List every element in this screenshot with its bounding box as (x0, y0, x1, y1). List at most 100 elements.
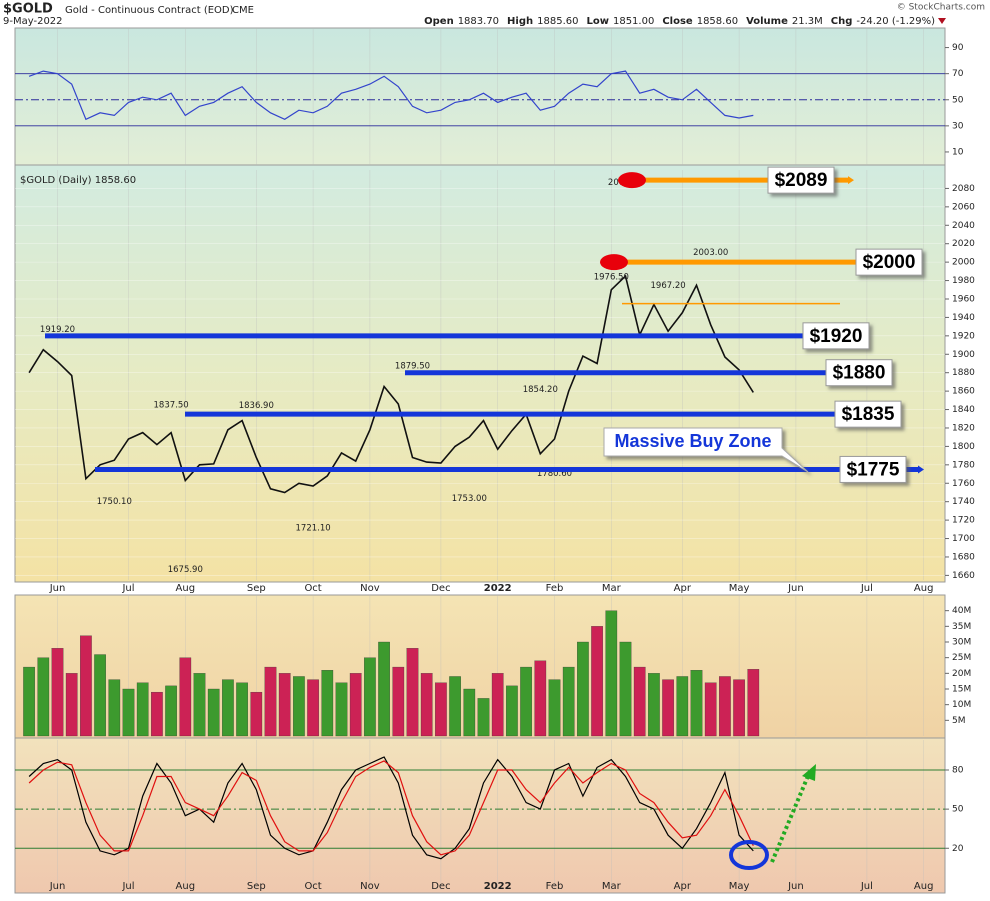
volume-bar (577, 641, 589, 737)
volume-bar (534, 660, 547, 737)
volume-bar (520, 666, 532, 737)
volume-bar (335, 682, 348, 737)
volume-bar (165, 685, 177, 737)
volume-bar (108, 679, 121, 737)
volume-bar (619, 641, 632, 737)
volume-bar (562, 666, 575, 737)
x-tick-label: Jun (49, 583, 66, 594)
x-tick-label: Jul (121, 583, 134, 594)
quote-value: 1858.60 (697, 16, 738, 27)
level-marker (600, 254, 628, 271)
x-tick-label: Feb (546, 583, 564, 594)
plot-layer: Jun Jul Aug Sep Oct Nov Dec 2022 Feb Mar Apr May Jun… (15, 28, 975, 892)
volume-bar (463, 688, 476, 737)
description: Gold - Continuous Contract (EOD) (65, 5, 234, 16)
volume-bar (491, 673, 504, 737)
level-label: $1775 (847, 459, 900, 480)
pivot-label: 1753.00 (452, 494, 487, 504)
level-label: $1880 (833, 363, 886, 384)
x-tick-label: 2022 (484, 881, 512, 892)
pivot-label: 1879.50 (395, 362, 430, 372)
volume-bar (420, 673, 433, 737)
y-tick-label: 30 (952, 121, 964, 131)
volume-bar (321, 670, 334, 737)
volume-bar (662, 679, 674, 737)
x-tick-label: Jul (860, 881, 873, 892)
credit: © StockCharts.com (897, 3, 985, 13)
y-tick-label: 1740 (952, 497, 975, 507)
quote-label: High (507, 16, 533, 27)
rsi-panel (14, 27, 946, 166)
y-tick-label: 35M (952, 622, 971, 632)
x-tick-label: Aug (176, 583, 196, 594)
volume-bar (648, 673, 660, 737)
x-tick-label: May (729, 881, 750, 892)
pivot-label: 1780.60 (537, 469, 572, 479)
x-tick-label: Oct (304, 881, 321, 892)
volume-bar (23, 666, 35, 737)
date: 9-May-2022 (3, 16, 63, 27)
up-arrow-head (802, 764, 816, 781)
y-tick-label: 2040 (952, 221, 975, 231)
volume-bar (222, 679, 234, 737)
level-box (802, 322, 870, 350)
y-tick-label: 1720 (952, 516, 975, 526)
volume-bar (449, 676, 461, 737)
volume-bar (548, 679, 561, 737)
pivot-label: 1837.50 (154, 400, 189, 410)
y-tick-label: 1700 (952, 534, 975, 544)
x-tick-label: Mar (602, 583, 622, 594)
volume-bar (704, 682, 717, 737)
x-tick-label: Sep (247, 881, 266, 892)
volume-bar (392, 666, 405, 737)
y-tick-label: 2080 (952, 184, 975, 194)
x-tick-label: Nov (360, 881, 380, 892)
volume-bar (65, 673, 78, 737)
x-tick-label: 2022 (484, 583, 512, 594)
volume-bar (733, 679, 745, 737)
x-tick-label: Mar (602, 881, 622, 892)
level-box (839, 455, 907, 483)
exchange: CME (232, 5, 254, 16)
x-tick-label: Jul (860, 583, 873, 594)
x-tick-label: Jun (787, 881, 804, 892)
quote-value: -24.20 (-1.29%) (856, 16, 935, 27)
x-tick-label: Jul (121, 881, 134, 892)
stochastic-panel (14, 737, 946, 894)
level-box (767, 166, 835, 194)
quote-value: 1885.60 (537, 16, 578, 27)
y-tick-label: 1780 (952, 460, 975, 470)
y-tick-label: 1980 (952, 276, 975, 286)
pivot-label: 1967.20 (651, 281, 686, 291)
pivot-label: 1675.90 (168, 565, 203, 575)
volume-bar (236, 682, 248, 737)
volume-bar (122, 688, 135, 737)
callout-box (603, 427, 809, 473)
x-tick-label: Aug (176, 881, 196, 892)
volume-bar (747, 669, 760, 737)
x-tick-label: Apr (674, 881, 692, 892)
volume-bar (690, 670, 703, 737)
y-tick-label: 50 (952, 95, 964, 105)
callout-text: Massive Buy Zone (614, 431, 771, 451)
volume-bar (605, 610, 618, 737)
x-tick-label: Dec (431, 881, 450, 892)
level-marker (618, 172, 646, 189)
volume-bar (676, 676, 689, 737)
y-tick-label: 90 (952, 43, 964, 53)
pivot-label: 1919.20 (40, 325, 75, 335)
quote-value: 1883.70 (458, 16, 499, 27)
volume-bar (207, 688, 220, 737)
pivot-label: 1976.50 (594, 272, 629, 282)
quote: Open 1883.70 High 1885.60 Low 1851.00 Close 185… (424, 16, 935, 27)
volume-bar (250, 691, 263, 737)
quote-label: Volume (746, 16, 788, 27)
volume-bar (151, 691, 163, 737)
volume-bar (37, 657, 50, 737)
down-triangle (938, 18, 946, 24)
volume-bar (406, 648, 419, 737)
level-box (825, 359, 893, 387)
quote-label: Open (424, 16, 454, 27)
